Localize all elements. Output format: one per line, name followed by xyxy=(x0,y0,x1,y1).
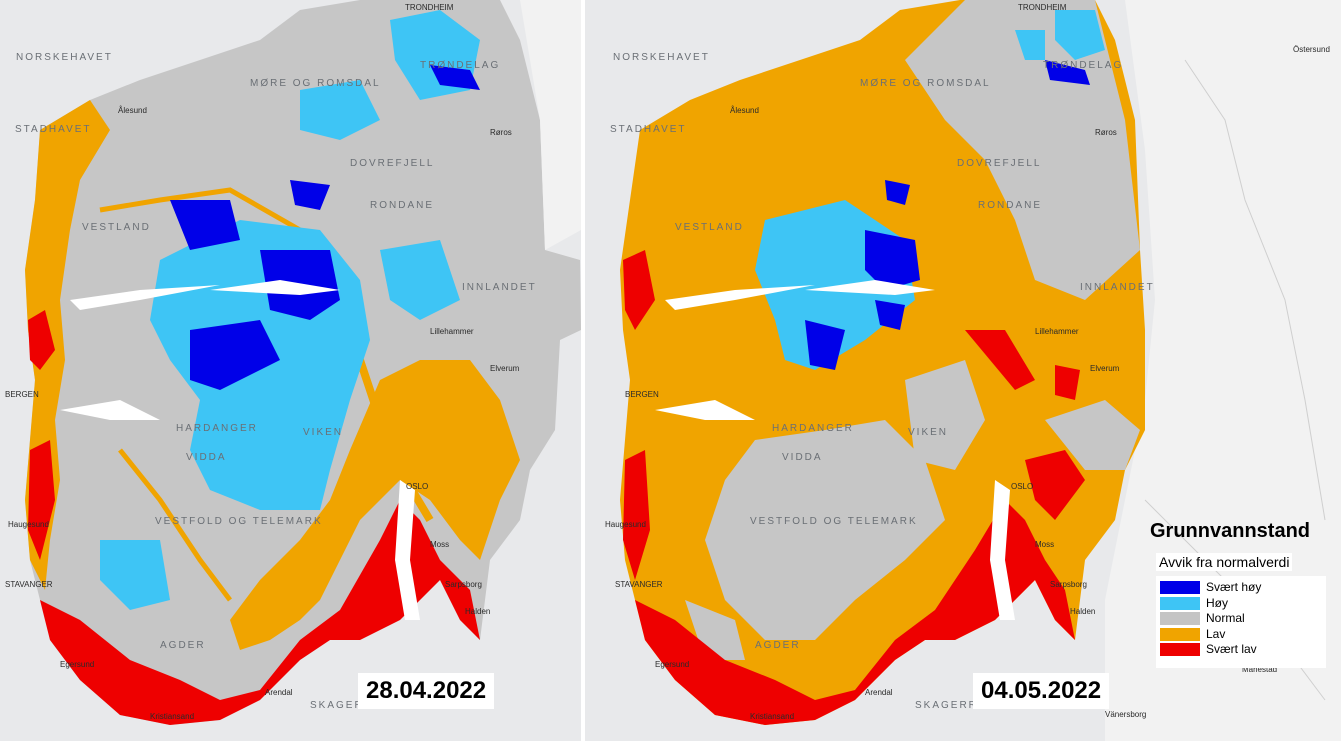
label-innlandet: INNLANDET xyxy=(462,282,537,293)
label-agder: AGDER xyxy=(160,640,206,651)
label-rondane: RONDANE xyxy=(978,200,1043,211)
label-stadhavet: STADHAVET xyxy=(610,124,687,135)
label-trondheim: TRONDHEIM xyxy=(405,3,454,12)
date-label-left: 28.04.2022 xyxy=(358,673,495,709)
legend-label: Lav xyxy=(1206,627,1226,641)
label-norskehavet: NORSKEHAVET xyxy=(16,52,113,63)
label-moss: Moss xyxy=(430,540,450,549)
legend-swatch xyxy=(1160,596,1200,610)
legend-title: Grunnvannstand xyxy=(1150,520,1311,542)
label-ostersund: Östersund xyxy=(1293,45,1330,54)
label-sarpsborg: Sarpsborg xyxy=(1050,580,1087,589)
map-panel-28-04-2022: NORSKEHAVET STADHAVET TRONDHEIM TRØNDELA… xyxy=(0,0,581,741)
legend-item-lav: Lav xyxy=(1160,627,1225,641)
label-haugesund: Haugesund xyxy=(8,520,49,529)
label-more-romsdal: MØRE OG ROMSDAL xyxy=(860,78,991,89)
legend-item-normal: Normal xyxy=(1160,611,1245,625)
label-stadhavet: STADHAVET xyxy=(15,124,92,135)
legend-swatch xyxy=(1160,611,1200,625)
label-hardanger: HARDANGER xyxy=(772,423,854,434)
legend: Grunnvannstand Avvik fra normalverdi Svæ… xyxy=(1150,520,1338,670)
legend-swatch xyxy=(1160,642,1200,656)
label-vestfold-telemark: VESTFOLD OG TELEMARK xyxy=(750,516,918,527)
legend-subtitle: Avvik fra normalverdi xyxy=(1156,553,1293,571)
label-alesund: Ålesund xyxy=(118,106,147,115)
label-vanersborg: Vänersborg xyxy=(1105,710,1147,719)
label-bergen: BERGEN xyxy=(625,390,659,399)
label-egersund: Egersund xyxy=(655,660,690,669)
label-stavanger: STAVANGER xyxy=(615,580,663,589)
legend-swatch xyxy=(1160,627,1200,641)
label-elverum: Elverum xyxy=(490,364,520,373)
label-skagerrak: SKAGERRAK xyxy=(310,700,391,711)
label-halden: Halden xyxy=(1070,607,1096,616)
label-vestland: VESTLAND xyxy=(82,222,151,233)
label-trondheim: TRONDHEIM xyxy=(1018,3,1067,12)
label-halden: Halden xyxy=(465,607,491,616)
label-trondelag: TRØNDELAG xyxy=(420,60,501,71)
legend-item-hoy: Høy xyxy=(1160,596,1228,610)
label-roros: Røros xyxy=(490,128,512,137)
legend-label: Høy xyxy=(1206,596,1228,610)
label-vidda: VIDDA xyxy=(782,452,823,463)
label-mariestad: Mariestad xyxy=(1242,665,1278,674)
label-lillehammer: Lillehammer xyxy=(430,327,474,336)
label-trondelag: TRØNDELAG xyxy=(1043,60,1124,71)
label-egersund: Egersund xyxy=(60,660,95,669)
label-rondane: RONDANE xyxy=(370,200,435,211)
label-elverum: Elverum xyxy=(1090,364,1120,373)
label-viken: VIKEN xyxy=(303,427,344,438)
groundwater-map-left xyxy=(0,0,581,741)
label-oslo: OSLO xyxy=(406,482,429,491)
legend-swatch xyxy=(1160,580,1200,594)
label-hardanger: HARDANGER xyxy=(176,423,258,434)
label-oslo: OSLO xyxy=(1011,482,1034,491)
label-stavanger: STAVANGER xyxy=(5,580,53,589)
label-moss: Moss xyxy=(1035,540,1055,549)
legend-label: Normal xyxy=(1206,611,1245,625)
label-kristiansand: Kristiansand xyxy=(750,712,795,721)
label-roros: Røros xyxy=(1095,128,1117,137)
label-more-romsdal: MØRE OG ROMSDAL xyxy=(250,78,381,89)
label-innlandet: INNLANDET xyxy=(1080,282,1155,293)
legend-item-svaert-lav: Svært lav xyxy=(1160,642,1257,656)
label-vidda: VIDDA xyxy=(186,452,227,463)
label-dovrefjell: DOVREFJELL xyxy=(957,158,1042,169)
legend-label: Svært lav xyxy=(1206,642,1257,656)
label-agder: AGDER xyxy=(755,640,801,651)
label-vestland: VESTLAND xyxy=(675,222,744,233)
label-arendal: Arendal xyxy=(865,688,893,697)
panel-divider xyxy=(581,0,585,741)
label-norskehavet: NORSKEHAVET xyxy=(613,52,710,63)
label-kristiansand: Kristiansand xyxy=(150,712,195,721)
label-skagerrak: SKAGERRAK xyxy=(915,700,996,711)
legend-item-svaert-hoy: Svært høy xyxy=(1160,580,1261,594)
legend-label: Svært høy xyxy=(1206,580,1262,594)
label-lillehammer: Lillehammer xyxy=(1035,327,1079,336)
label-arendal: Arendal xyxy=(265,688,293,697)
label-dovrefjell: DOVREFJELL xyxy=(350,158,435,169)
label-vestfold-telemark: VESTFOLD OG TELEMARK xyxy=(155,516,323,527)
label-alesund: Ålesund xyxy=(730,106,759,115)
label-sarpsborg: Sarpsborg xyxy=(445,580,482,589)
label-bergen: BERGEN xyxy=(5,390,39,399)
label-haugesund: Haugesund xyxy=(605,520,646,529)
date-label-right: 04.05.2022 xyxy=(973,673,1110,709)
label-viken: VIKEN xyxy=(908,427,949,438)
